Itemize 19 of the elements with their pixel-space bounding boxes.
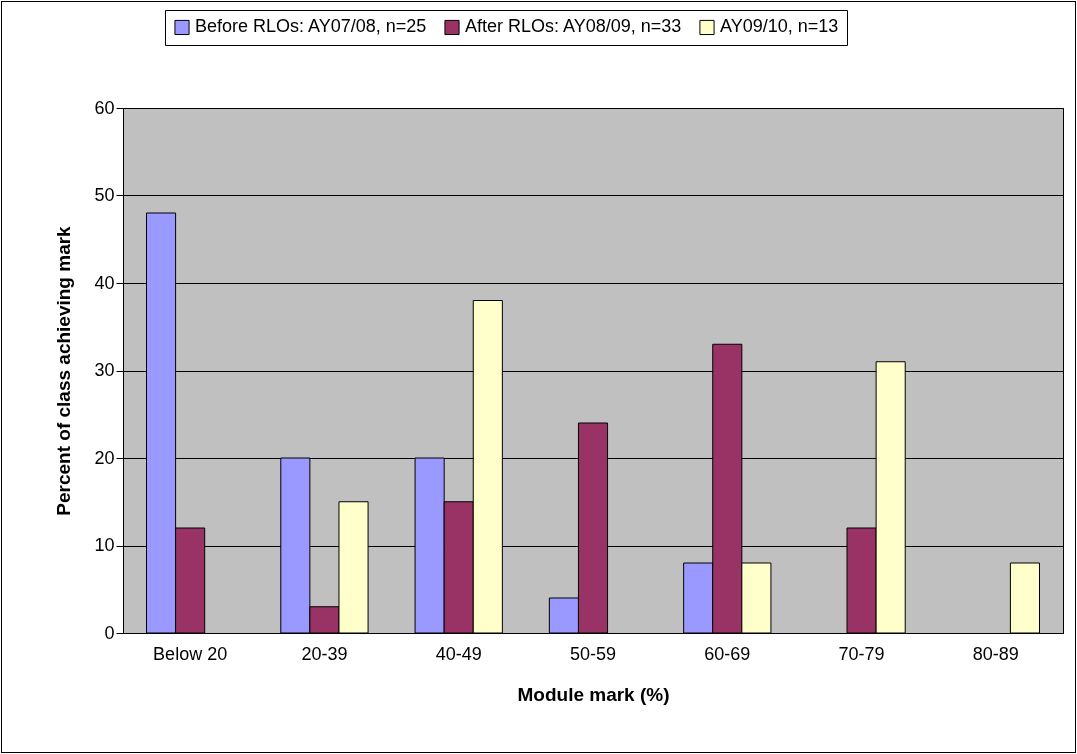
y-tick-label: 20: [94, 447, 115, 468]
x-tick-label: 50-59: [569, 643, 617, 664]
y-axis-title: Percent of class achieving mark: [53, 225, 75, 516]
legend-label: After RLOs: AY08/09, n=33: [465, 16, 682, 37]
y-tick-label: 50: [94, 185, 115, 205]
x-tick-label: 70-79: [838, 643, 885, 664]
y-tick-label: 40: [94, 272, 115, 293]
x-tick-label: 20-39: [301, 643, 348, 664]
y-tick-label: 0: [104, 622, 115, 643]
legend-label: Before RLOs: AY07/08, n=25: [195, 16, 427, 37]
x-tick-label: 80-89: [972, 643, 1019, 664]
x-tick-label: Below 20: [153, 643, 228, 664]
y-tick-label: 30: [94, 360, 115, 380]
x-tick-label: 60-69: [704, 643, 751, 664]
y-tick-label: 60: [94, 97, 115, 118]
x-tick-label: 40-49: [435, 643, 482, 664]
x-axis-title: Module mark (%): [517, 683, 670, 705]
y-tick-label: 10: [94, 535, 115, 555]
legend-label: AY09/10, n=13: [720, 16, 839, 37]
